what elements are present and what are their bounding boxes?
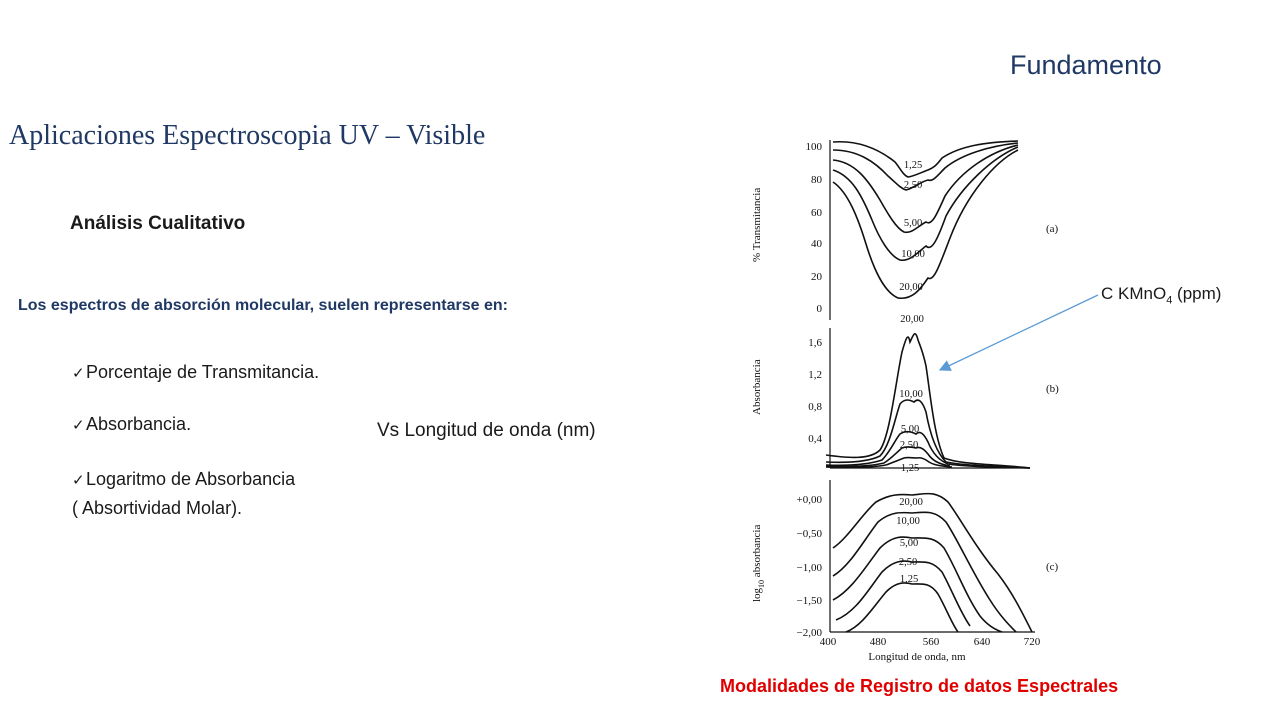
curve-label: 20,00 xyxy=(899,282,923,293)
curve-label: 10,00 xyxy=(901,249,925,260)
tick-label: 100 xyxy=(806,141,823,153)
bullet-item: ✓Porcentaje de Transmitancia. xyxy=(72,362,319,383)
bullet-text: Logaritmo de Absorbancia xyxy=(86,469,296,489)
x-tick-label: 560 xyxy=(923,636,940,648)
concentration-main: C KMnO xyxy=(1101,284,1167,303)
curve-label: 2,50 xyxy=(899,557,917,568)
check-icon: ✓ xyxy=(72,417,85,434)
versus-label: Vs Longitud de onda (nm) xyxy=(377,420,596,441)
check-icon: ✓ xyxy=(72,365,85,382)
curve-label: 1,25 xyxy=(904,160,922,171)
bullet-text-continued: ( Absortividad Molar). xyxy=(72,498,243,518)
callout-arrow xyxy=(938,294,1099,371)
curve-label: 2,50 xyxy=(904,180,922,191)
curve-label: 2,50 xyxy=(900,440,918,451)
concentration-subscript: 4 xyxy=(1166,294,1173,307)
bullet-item: ✓Absorbancia. xyxy=(72,414,191,435)
tick-label: 1,6 xyxy=(808,337,822,349)
panel-c-curves xyxy=(832,492,1033,633)
bullet-text: Absorbancia. xyxy=(86,414,192,434)
curve-label: 5,00 xyxy=(901,424,919,435)
panel-c-y-label: log10 absorbancia xyxy=(751,525,766,602)
panel-c: +0,00 −0,50 −1,00 −1,50 −2,00 log10 abso… xyxy=(751,480,1059,663)
tick-label: 1,2 xyxy=(808,369,822,381)
panel-b: 1,6 1,2 0,8 0,4 Absorbancia (b) 20,00 10… xyxy=(751,314,1059,474)
curve-label: 5,00 xyxy=(904,218,922,229)
curve-label: 1,25 xyxy=(900,574,918,585)
tick-label: 60 xyxy=(811,207,823,219)
y-label-end: absorbancia xyxy=(751,525,763,580)
panel-a-curves xyxy=(832,140,1019,300)
x-axis-label: Longitud de onda, nm xyxy=(868,651,966,663)
curve-label: 1,25 xyxy=(901,463,919,474)
tick-label: 0 xyxy=(817,303,823,315)
tick-label: 80 xyxy=(811,174,823,186)
concentration-label: C KMnO4 (ppm) xyxy=(1101,284,1221,306)
x-tick-label: 720 xyxy=(1024,636,1041,648)
curve-label: 5,00 xyxy=(900,538,918,549)
panel-a-y-label: % Transmitancia xyxy=(751,188,763,262)
concentration-unit: (ppm) xyxy=(1172,284,1222,303)
y-label-sub: 10 xyxy=(757,580,766,588)
x-tick-label: 400 xyxy=(820,636,837,648)
curve-label: 10,00 xyxy=(899,389,923,400)
bullet-text: Porcentaje de Transmitancia. xyxy=(86,362,320,382)
curve-label: 20,00 xyxy=(899,497,923,508)
tick-label: +0,00 xyxy=(797,494,823,506)
slide-title: Aplicaciones Espectroscopia UV – Visible xyxy=(9,120,486,151)
tick-label: 0,4 xyxy=(808,433,822,445)
y-label-log: log xyxy=(751,587,763,602)
x-tick-label: 480 xyxy=(870,636,887,648)
slide-subtitle: Análisis Cualitativo xyxy=(70,213,246,234)
section-topic: Fundamento xyxy=(1010,50,1162,80)
check-icon: ✓ xyxy=(72,472,85,489)
panel-b-tag: (b) xyxy=(1046,383,1059,395)
panel-a: 100 80 60 40 20 0 % Transmitancia (a) 1,… xyxy=(751,140,1059,320)
figure-caption: Modalidades de Registro de datos Espectr… xyxy=(720,676,1119,696)
tick-label: 0,8 xyxy=(808,401,822,413)
x-tick-label: 640 xyxy=(974,636,991,648)
curve-label: 10,00 xyxy=(896,516,920,527)
tick-label: 40 xyxy=(811,238,823,250)
panel-a-tag: (a) xyxy=(1046,223,1059,235)
panel-b-y-label: Absorbancia xyxy=(751,359,763,415)
tick-label: 20 xyxy=(811,271,823,283)
panel-b-curves xyxy=(825,332,1031,469)
tick-label: −1,50 xyxy=(797,595,823,607)
tick-label: −1,00 xyxy=(797,562,823,574)
curve-label: 20,00 xyxy=(900,314,924,325)
tick-label: −0,50 xyxy=(797,528,823,540)
bullet-item: ✓Logaritmo de Absorbancia xyxy=(72,469,295,490)
tick-label: −2,00 xyxy=(797,627,823,639)
panel-c-tag: (c) xyxy=(1046,561,1059,573)
intro-text: Los espectros de absorción molecular, su… xyxy=(18,297,508,314)
